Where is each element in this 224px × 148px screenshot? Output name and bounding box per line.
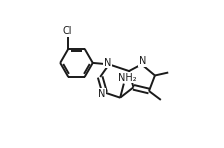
Text: N: N: [139, 56, 146, 66]
Text: N: N: [104, 58, 111, 68]
Text: Cl: Cl: [62, 26, 72, 36]
Text: NH₂: NH₂: [118, 73, 137, 83]
Text: N: N: [98, 89, 105, 99]
